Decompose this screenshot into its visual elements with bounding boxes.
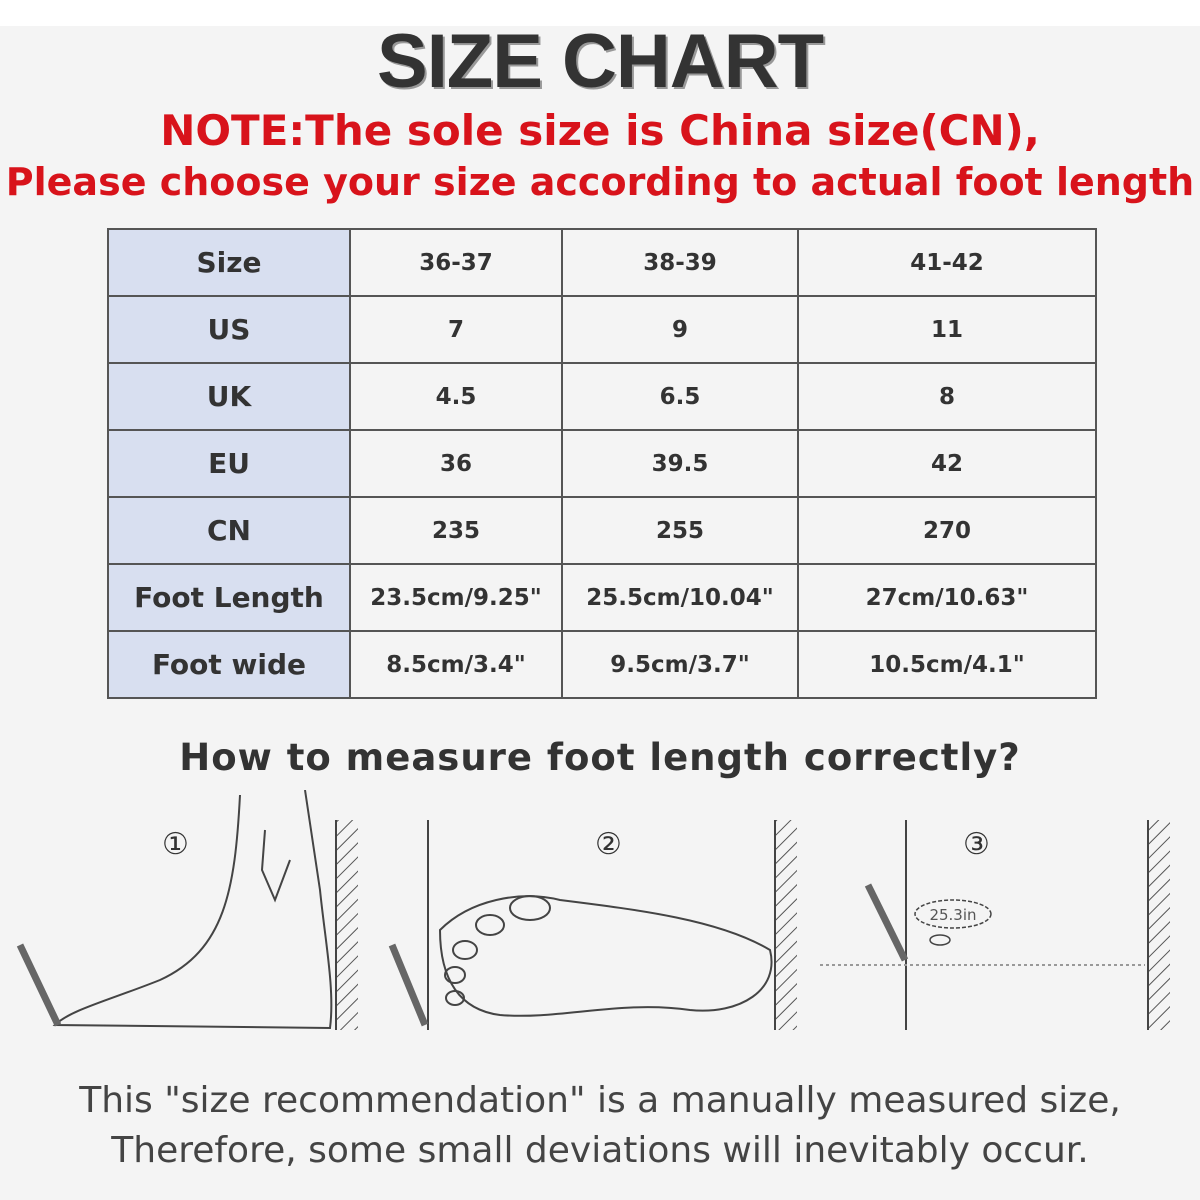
table-row: US 7 9 11 <box>107 295 1097 364</box>
row-label: US <box>107 295 351 364</box>
table-cell: 23.5cm/9.25" <box>349 563 563 632</box>
table-cell: 6.5 <box>561 362 799 431</box>
table-row: UK 4.5 6.5 8 <box>107 362 1097 431</box>
row-label: EU <box>107 429 351 498</box>
table-cell: 270 <box>797 496 1097 565</box>
table-cell: 4.5 <box>349 362 563 431</box>
step-3-number: ③ <box>963 827 990 862</box>
table-cell: 36-37 <box>349 228 563 297</box>
table-cell: 255 <box>561 496 799 565</box>
table-cell: 36 <box>349 429 563 498</box>
step-2-illustration: ② <box>388 820 797 1030</box>
table-cell: 41-42 <box>797 228 1097 297</box>
table-row: Size 36-37 38-39 41-42 <box>107 228 1097 297</box>
table-row: Foot wide 8.5cm/3.4" 9.5cm/3.7" 10.5cm/4.1" <box>107 630 1097 699</box>
step-3-illustration: 25.3in ③ <box>820 820 1170 1030</box>
measure-reading: 25.3in <box>929 906 976 924</box>
row-label: Foot Length <box>107 563 351 632</box>
row-label: Foot wide <box>107 630 351 699</box>
note-line-1: NOTE:The sole size is China size(CN), <box>160 106 1040 155</box>
table-cell: 39.5 <box>561 429 799 498</box>
table-cell: 27cm/10.63" <box>797 563 1097 632</box>
note-line-2: Please choose your size according to act… <box>5 160 1195 204</box>
footer-line-1: This "size recommendation" is a manually… <box>79 1080 1121 1121</box>
step-1-illustration: ① <box>16 790 358 1030</box>
top-band <box>0 0 1200 26</box>
table-row: EU 36 39.5 42 <box>107 429 1097 498</box>
table-cell: 42 <box>797 429 1097 498</box>
footer-line-2: Therefore, some small deviations will in… <box>111 1130 1089 1171</box>
table-cell: 9.5cm/3.7" <box>561 630 799 699</box>
table-cell: 7 <box>349 295 563 364</box>
measure-question: How to measure foot length correctly? <box>179 736 1021 779</box>
row-label: CN <box>107 496 351 565</box>
table-cell: 10.5cm/4.1" <box>797 630 1097 699</box>
table-cell: 8.5cm/3.4" <box>349 630 563 699</box>
measure-illustrations: ① ② 25.3in ③ <box>16 790 1170 1030</box>
table-cell: 235 <box>349 496 563 565</box>
step-1-number: ① <box>162 827 189 862</box>
table-cell: 11 <box>797 295 1097 364</box>
table-cell: 8 <box>797 362 1097 431</box>
table-cell: 38-39 <box>561 228 799 297</box>
table-cell: 25.5cm/10.04" <box>561 563 799 632</box>
table-cell: 9 <box>561 295 799 364</box>
row-label: UK <box>107 362 351 431</box>
step-2-number: ② <box>595 827 622 862</box>
page-title: SIZE CHART <box>377 19 824 104</box>
row-label: Size <box>107 228 351 297</box>
table-row: Foot Length 23.5cm/9.25" 25.5cm/10.04" 27cm… <box>107 563 1097 632</box>
size-table: Size 36-37 38-39 41-42 US 7 9 11 UK 4.5 6.5 8 EU 36 39… <box>107 228 1097 699</box>
table-row: CN 235 255 270 <box>107 496 1097 565</box>
